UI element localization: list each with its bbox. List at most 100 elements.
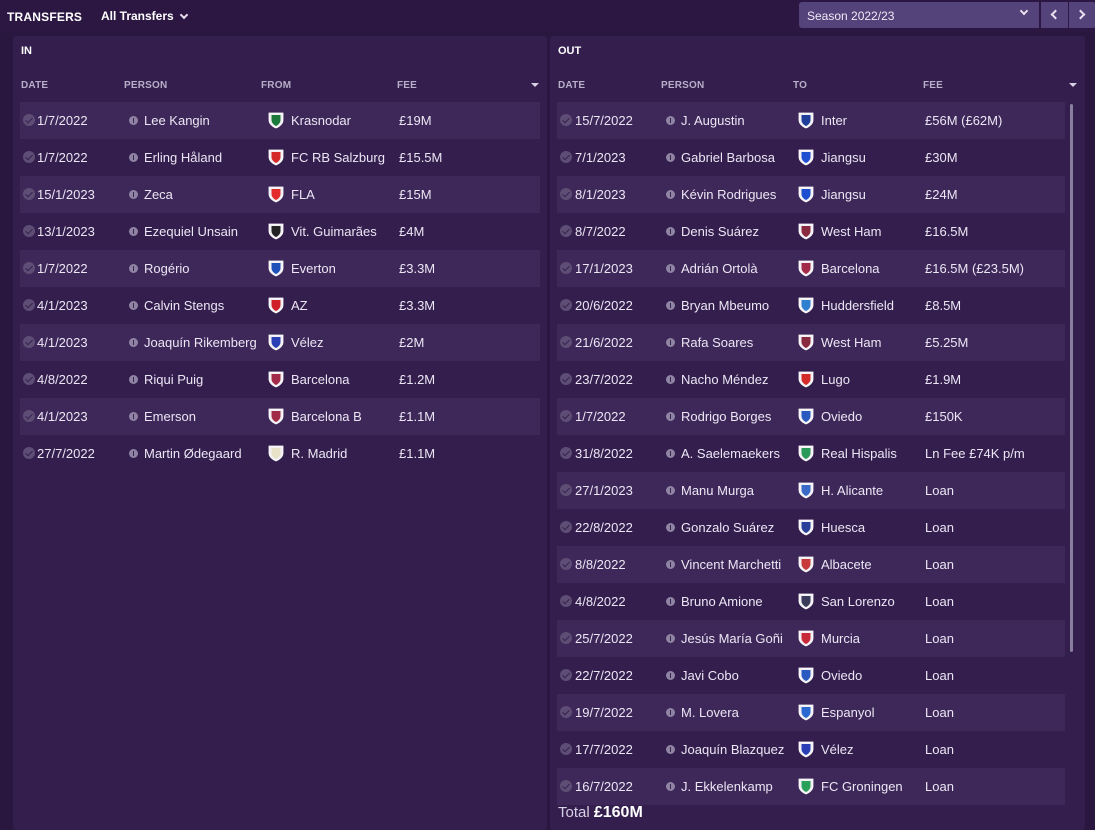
club-link[interactable]: Jiangsu xyxy=(797,139,937,176)
column-header-to[interactable]: TO xyxy=(793,80,808,91)
transfer-row[interactable]: 15/1/2023 Zeca FLA £15M xyxy=(20,176,540,213)
transfer-row[interactable]: 4/8/2022 Bruno Amione San Lorenzo Loan xyxy=(557,583,1065,620)
club-link[interactable]: Vélez xyxy=(797,731,937,768)
transfer-row[interactable]: 22/7/2022 Javi Cobo Oviedo Loan xyxy=(557,657,1065,694)
player-name-link[interactable]: Lee Kangin xyxy=(144,113,210,128)
player-name-link[interactable]: Ezequiel Unsain xyxy=(144,224,238,239)
player-name-link[interactable]: M. Lovera xyxy=(681,705,739,720)
club-link[interactable]: San Lorenzo xyxy=(797,583,937,620)
transfer-filter-dropdown[interactable]: All Transfers xyxy=(101,9,188,23)
club-link[interactable]: West Ham xyxy=(797,213,937,250)
info-icon[interactable] xyxy=(666,782,675,791)
info-icon[interactable] xyxy=(129,227,138,236)
player-name-link[interactable]: Rafa Soares xyxy=(681,335,754,350)
club-link[interactable]: AZ xyxy=(267,287,407,324)
player-name-link[interactable]: Jesús María Goñi xyxy=(681,631,783,646)
info-icon[interactable] xyxy=(666,412,675,421)
info-icon[interactable] xyxy=(129,301,138,310)
player-name-link[interactable]: Martin Ødegaard xyxy=(144,446,242,461)
player-name-link[interactable]: Emerson xyxy=(144,409,197,424)
transfer-row[interactable]: 17/1/2023 Adrián Ortolà Barcelona £16.5M (£… xyxy=(557,250,1065,287)
player-name-link[interactable]: Vincent Marchetti xyxy=(681,557,782,572)
club-link[interactable]: Vit. Guimarães xyxy=(267,213,407,250)
transfer-row[interactable]: 1/7/2022 Erling Håland FC RB Salzburg £15.5… xyxy=(20,139,540,176)
season-selector[interactable]: Season 2022/23 xyxy=(799,2,1039,28)
club-link[interactable]: Real Hispalis xyxy=(797,435,937,472)
club-link[interactable]: Oviedo xyxy=(797,657,937,694)
club-link[interactable]: Jiangsu xyxy=(797,176,937,213)
sort-descending-icon[interactable] xyxy=(1069,83,1077,87)
club-link[interactable]: Murcia xyxy=(797,620,937,657)
club-link[interactable]: Barcelona B xyxy=(267,398,407,435)
info-icon[interactable] xyxy=(666,671,675,680)
club-link[interactable]: FLA xyxy=(267,176,407,213)
player-name-link[interactable]: Joaquín Blazquez xyxy=(681,742,785,757)
transfer-row[interactable]: 8/7/2022 Denis Suárez West Ham £16.5M xyxy=(557,213,1065,250)
column-header-fee[interactable]: FEE xyxy=(923,80,944,91)
transfer-row[interactable]: 27/7/2022 Martin Ødegaard R. Madrid £1.1M xyxy=(20,435,540,472)
info-icon[interactable] xyxy=(666,227,675,236)
info-icon[interactable] xyxy=(666,449,675,458)
info-icon[interactable] xyxy=(666,301,675,310)
info-icon[interactable] xyxy=(129,449,138,458)
transfer-row[interactable]: 13/1/2023 Ezequiel Unsain Vit. Guimarães £4… xyxy=(20,213,540,250)
player-name-link[interactable]: Nacho Méndez xyxy=(681,372,769,387)
transfer-row[interactable]: 1/7/2022 Lee Kangin Krasnodar £19M xyxy=(20,102,540,139)
info-icon[interactable] xyxy=(129,375,138,384)
player-name-link[interactable]: Kévin Rodrigues xyxy=(681,187,777,202)
column-header-from[interactable]: FROM xyxy=(261,80,292,91)
info-icon[interactable] xyxy=(666,560,675,569)
player-name-link[interactable]: Joaquín Rikemberg xyxy=(144,335,257,350)
info-icon[interactable] xyxy=(666,523,675,532)
transfer-row[interactable]: 19/7/2022 M. Lovera Espanyol Loan xyxy=(557,694,1065,731)
transfer-row[interactable]: 21/6/2022 Rafa Soares West Ham £5.25M xyxy=(557,324,1065,361)
column-header-date[interactable]: DATE xyxy=(21,80,49,91)
info-icon[interactable] xyxy=(129,153,138,162)
player-name-link[interactable]: Denis Suárez xyxy=(681,224,760,239)
player-name-link[interactable]: Manu Murga xyxy=(681,483,754,498)
transfer-row[interactable]: 15/7/2022 J. Augustin Inter £56M (£62M) xyxy=(557,102,1065,139)
player-name-link[interactable]: Javi Cobo xyxy=(681,668,739,683)
player-name-link[interactable]: A. Saelemaekers xyxy=(681,446,780,461)
club-link[interactable]: Barcelona xyxy=(267,361,407,398)
club-link[interactable]: Inter xyxy=(797,102,937,139)
info-icon[interactable] xyxy=(666,375,675,384)
club-link[interactable]: Espanyol xyxy=(797,694,937,731)
transfer-row[interactable]: 1/7/2022 Rogério Everton £3.3M xyxy=(20,250,540,287)
player-name-link[interactable]: J. Augustin xyxy=(681,113,745,128)
player-name-link[interactable]: Zeca xyxy=(144,187,173,202)
column-header-fee[interactable]: FEE xyxy=(397,80,418,91)
transfer-row[interactable]: 23/7/2022 Nacho Méndez Lugo £1.9M xyxy=(557,361,1065,398)
next-season-button[interactable] xyxy=(1069,2,1095,28)
player-name-link[interactable]: Gonzalo Suárez xyxy=(681,520,775,535)
transfer-row[interactable]: 22/8/2022 Gonzalo Suárez Huesca Loan xyxy=(557,509,1065,546)
transfer-row[interactable]: 17/7/2022 Joaquín Blazquez Vélez Loan xyxy=(557,731,1065,768)
club-link[interactable]: Everton xyxy=(267,250,407,287)
info-icon[interactable] xyxy=(129,190,138,199)
player-name-link[interactable]: Rodrigo Borges xyxy=(681,409,772,424)
column-header-date[interactable]: DATE xyxy=(558,80,586,91)
player-name-link[interactable]: Rogério xyxy=(144,261,190,276)
club-link[interactable]: FC RB Salzburg xyxy=(267,139,407,176)
player-name-link[interactable]: Bryan Mbeumo xyxy=(681,298,770,313)
player-name-link[interactable]: Gabriel Barbosa xyxy=(681,150,775,165)
transfer-row[interactable]: 8/1/2023 Kévin Rodrigues Jiangsu £24M xyxy=(557,176,1065,213)
info-icon[interactable] xyxy=(666,153,675,162)
column-header-person[interactable]: PERSON xyxy=(661,80,705,91)
player-name-link[interactable]: Erling Håland xyxy=(144,150,223,165)
scrollbar[interactable] xyxy=(1070,104,1073,652)
transfer-row[interactable]: 1/7/2022 Rodrigo Borges Oviedo £150K xyxy=(557,398,1065,435)
info-icon[interactable] xyxy=(666,116,675,125)
info-icon[interactable] xyxy=(129,412,138,421)
transfer-row[interactable]: 20/6/2022 Bryan Mbeumo Huddersfield £8.5M xyxy=(557,287,1065,324)
club-link[interactable]: Huddersfield xyxy=(797,287,937,324)
club-link[interactable]: H. Alicante xyxy=(797,472,937,509)
club-link[interactable]: Huesca xyxy=(797,509,937,546)
info-icon[interactable] xyxy=(129,116,138,125)
info-icon[interactable] xyxy=(666,745,675,754)
info-icon[interactable] xyxy=(666,190,675,199)
club-link[interactable]: Krasnodar xyxy=(267,102,407,139)
player-name-link[interactable]: Adrián Ortolà xyxy=(681,261,758,276)
club-link[interactable]: West Ham xyxy=(797,324,937,361)
info-icon[interactable] xyxy=(666,338,675,347)
